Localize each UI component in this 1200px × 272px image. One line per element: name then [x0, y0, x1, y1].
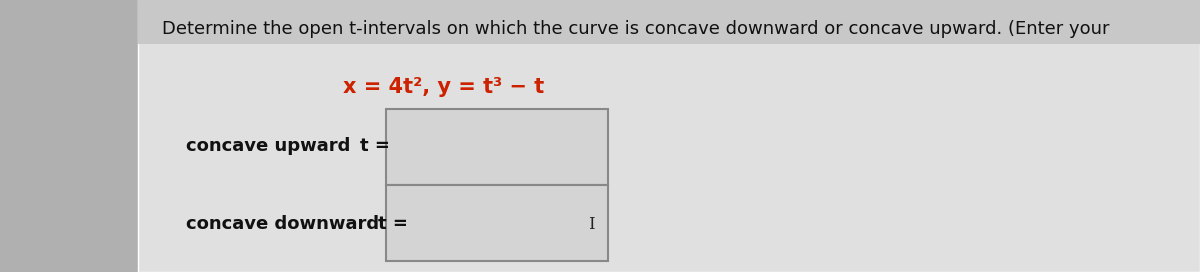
Bar — [138, 0, 1200, 272]
Text: concave downward: concave downward — [186, 215, 379, 233]
Text: I: I — [588, 216, 595, 233]
Text: t =: t = — [378, 215, 408, 233]
Text: x = 4t², y = t³ − t: x = 4t², y = t³ − t — [343, 77, 545, 97]
Text: t =: t = — [360, 137, 390, 154]
Bar — [386, 109, 608, 185]
Text: Determine the open t-intervals on which the curve is concave downward or concave: Determine the open t-intervals on which … — [162, 20, 1110, 38]
Bar — [138, 0, 1200, 44]
Text: concave upward: concave upward — [186, 137, 350, 154]
Bar — [386, 185, 608, 261]
